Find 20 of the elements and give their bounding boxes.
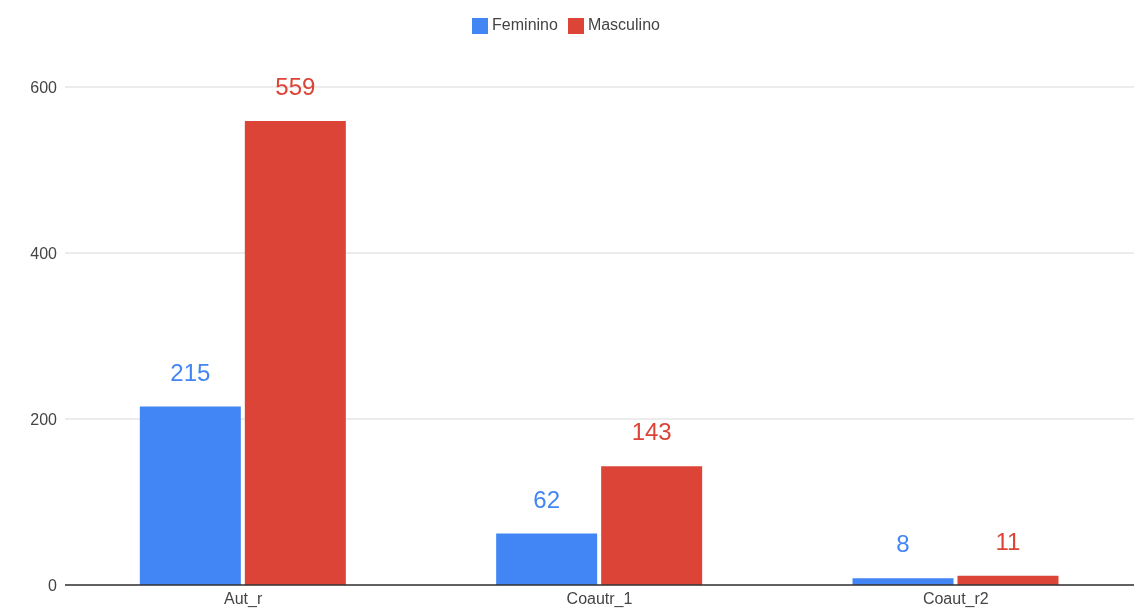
data-label: 559 xyxy=(275,73,316,101)
bar xyxy=(244,121,346,585)
bar xyxy=(139,406,241,585)
x-tick-label: Aut_r xyxy=(224,590,263,609)
bar xyxy=(852,578,954,585)
data-label: 143 xyxy=(631,418,672,446)
data-label: 11 xyxy=(995,527,1021,555)
legend-label: Masculino xyxy=(587,16,660,33)
data-label: 215 xyxy=(170,358,211,386)
bar xyxy=(496,533,598,585)
x-tick-label: Coautr_1 xyxy=(566,590,633,609)
x-tick-label: Coaut_r2 xyxy=(922,590,989,609)
y-tick-label: 0 xyxy=(48,576,58,594)
data-label: 8 xyxy=(896,530,910,558)
y-tick-label: 200 xyxy=(30,410,58,428)
legend-label: Feminino xyxy=(492,16,558,33)
bar xyxy=(601,466,703,585)
y-tick-label: 600 xyxy=(30,78,58,96)
data-label: 62 xyxy=(533,485,561,513)
y-tick-label: 400 xyxy=(30,244,58,262)
